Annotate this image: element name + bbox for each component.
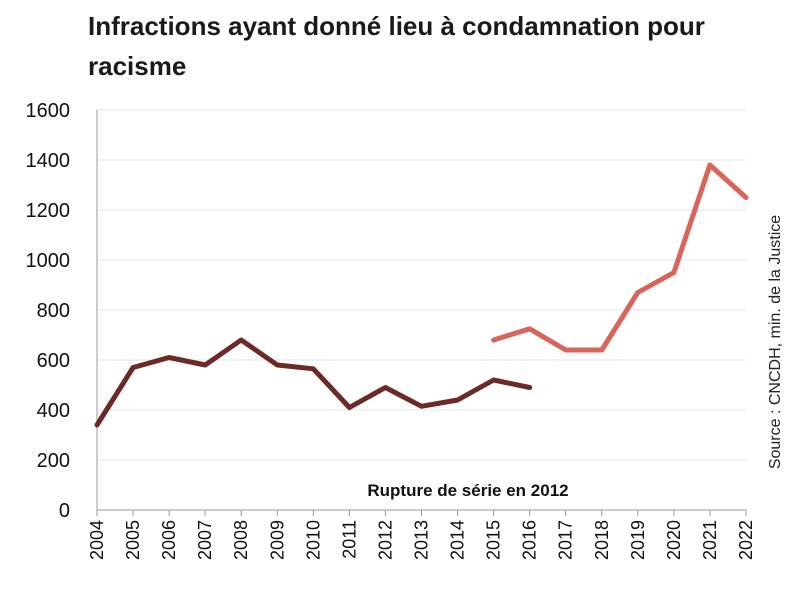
y-tick-label: 600	[37, 350, 70, 372]
series-line-2	[491, 162, 749, 353]
x-tick-label: 2007	[195, 520, 215, 560]
x-tick-label: 2015	[484, 520, 504, 560]
break-annotation: Rupture de série en 2012	[367, 481, 568, 500]
x-tick-label: 2004	[87, 520, 107, 560]
x-tick-label: 2006	[159, 520, 179, 560]
x-tick-label: 2013	[412, 520, 432, 560]
y-tick-label: 200	[37, 450, 70, 472]
y-tick-labels: 0 200 400 600 800 1000 1200 1400 1600	[26, 100, 71, 522]
x-tick-label: 2005	[123, 520, 143, 560]
x-tick-label: 2010	[303, 520, 323, 560]
y-tick-label: 1600	[26, 100, 71, 122]
y-tick-label: 800	[37, 300, 70, 322]
series-line-1	[94, 337, 533, 428]
axes	[96, 110, 747, 516]
x-tick-label: 2009	[267, 520, 287, 560]
y-tick-label: 400	[37, 400, 70, 422]
x-tick-label: 2014	[448, 520, 468, 560]
x-tick-label: 2012	[375, 520, 395, 560]
x-tick-label: 2021	[700, 520, 720, 560]
y-tick-label: 1000	[26, 250, 71, 272]
x-tick-label: 2020	[664, 520, 684, 560]
y-tick-label: 1200	[26, 200, 71, 222]
chart-title: Infractions ayant donné lieu à condamnat…	[88, 11, 705, 81]
y-tick-label: 0	[59, 500, 70, 522]
gridlines	[97, 109, 746, 461]
y-tick-label: 1400	[26, 150, 71, 172]
source-note: Source : CNCDH, min. de la Justice	[767, 215, 784, 469]
series-lines	[94, 162, 749, 428]
x-tick-label: 2022	[736, 520, 756, 560]
x-tick-label: 2018	[592, 520, 612, 560]
x-tick-labels: 2004 2005 2006 2007 2008 2009 2010 2011 2012 2013…	[87, 520, 756, 560]
x-tick-label: 2019	[628, 520, 648, 560]
x-tick-label: 2008	[231, 520, 251, 560]
x-tick-label: 2016	[520, 520, 540, 560]
x-tick-label: 2017	[556, 520, 576, 560]
x-tick-label: 2011	[339, 520, 359, 559]
